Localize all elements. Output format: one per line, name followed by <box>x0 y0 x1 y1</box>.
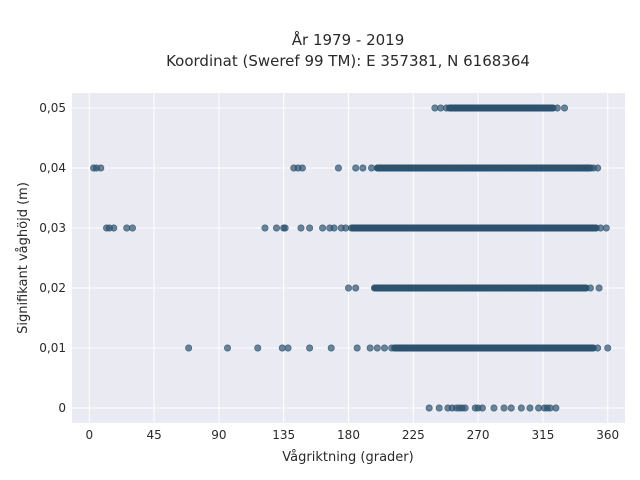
data-point <box>526 404 534 412</box>
data-point <box>381 344 389 352</box>
data-point <box>553 104 561 112</box>
data-point <box>368 164 376 172</box>
x-tick-label: 315 <box>531 428 554 442</box>
x-tick-label: 0 <box>85 428 93 442</box>
y-tick-label: 0,02 <box>39 281 66 295</box>
data-point <box>284 344 292 352</box>
data-point <box>297 224 305 232</box>
x-tick-label: 90 <box>211 428 226 442</box>
data-point <box>306 224 314 232</box>
y-tick-label: 0,04 <box>39 161 66 175</box>
data-point <box>327 344 335 352</box>
data-point <box>604 344 612 352</box>
data-point <box>425 404 433 412</box>
y-axis-label: Signifikant våghöjd (m) <box>16 182 31 334</box>
data-point <box>352 284 360 292</box>
data-point <box>342 224 350 232</box>
data-point <box>128 224 136 232</box>
y-tick-labels: 0 0,01 0,02 0,03 0,04 0,05 <box>39 101 66 415</box>
y-tick-label: 0,01 <box>39 341 66 355</box>
data-point <box>517 404 525 412</box>
data-point <box>353 344 361 352</box>
data-point <box>561 104 569 112</box>
x-tick-label: 270 <box>467 428 490 442</box>
x-tick-label: 135 <box>272 428 295 442</box>
data-point <box>431 104 439 112</box>
x-tick-label: 45 <box>146 428 161 442</box>
x-tick-label: 225 <box>402 428 425 442</box>
data-point <box>478 404 486 412</box>
data-point <box>334 164 342 172</box>
data-point <box>254 344 262 352</box>
data-point <box>352 164 360 172</box>
data-point <box>594 164 602 172</box>
data-point <box>490 404 498 412</box>
data-point <box>461 404 469 412</box>
data-point <box>500 404 508 412</box>
data-point <box>97 164 105 172</box>
data-point <box>110 224 118 232</box>
data-point <box>185 344 193 352</box>
data-point <box>359 164 367 172</box>
data-point <box>261 224 269 232</box>
data-point <box>344 284 352 292</box>
data-points <box>90 104 612 412</box>
data-point <box>507 404 515 412</box>
data-point <box>597 224 605 232</box>
data-point <box>330 224 338 232</box>
chart-title-line-1: År 1979 - 2019 <box>292 30 405 49</box>
chart-title-line-2: Koordinat (Sweref 99 TM): E 357381, N 61… <box>166 52 530 70</box>
data-point <box>435 404 443 412</box>
y-tick-label: 0,05 <box>39 101 66 115</box>
data-point <box>595 284 603 292</box>
data-point <box>319 224 327 232</box>
data-point <box>306 344 314 352</box>
data-point <box>278 344 286 352</box>
data-point <box>594 344 602 352</box>
data-point <box>437 104 445 112</box>
data-point <box>535 404 543 412</box>
x-axis-label: Vågriktning (grader) <box>282 450 413 465</box>
y-tick-label: 0,03 <box>39 221 66 235</box>
data-point <box>298 164 306 172</box>
x-tick-label: 360 <box>596 428 619 442</box>
data-point <box>123 224 131 232</box>
data-point <box>272 224 280 232</box>
x-tick-label: 180 <box>337 428 360 442</box>
data-point <box>281 224 289 232</box>
data-point <box>602 224 610 232</box>
data-point <box>552 404 560 412</box>
data-point <box>366 344 374 352</box>
data-point <box>586 284 594 292</box>
data-point <box>373 344 381 352</box>
data-point <box>546 404 554 412</box>
y-tick-label: 0 <box>58 401 66 415</box>
data-point <box>224 344 232 352</box>
x-tick-labels: 0 45 90 135 180 225 270 315 360 <box>85 428 619 442</box>
